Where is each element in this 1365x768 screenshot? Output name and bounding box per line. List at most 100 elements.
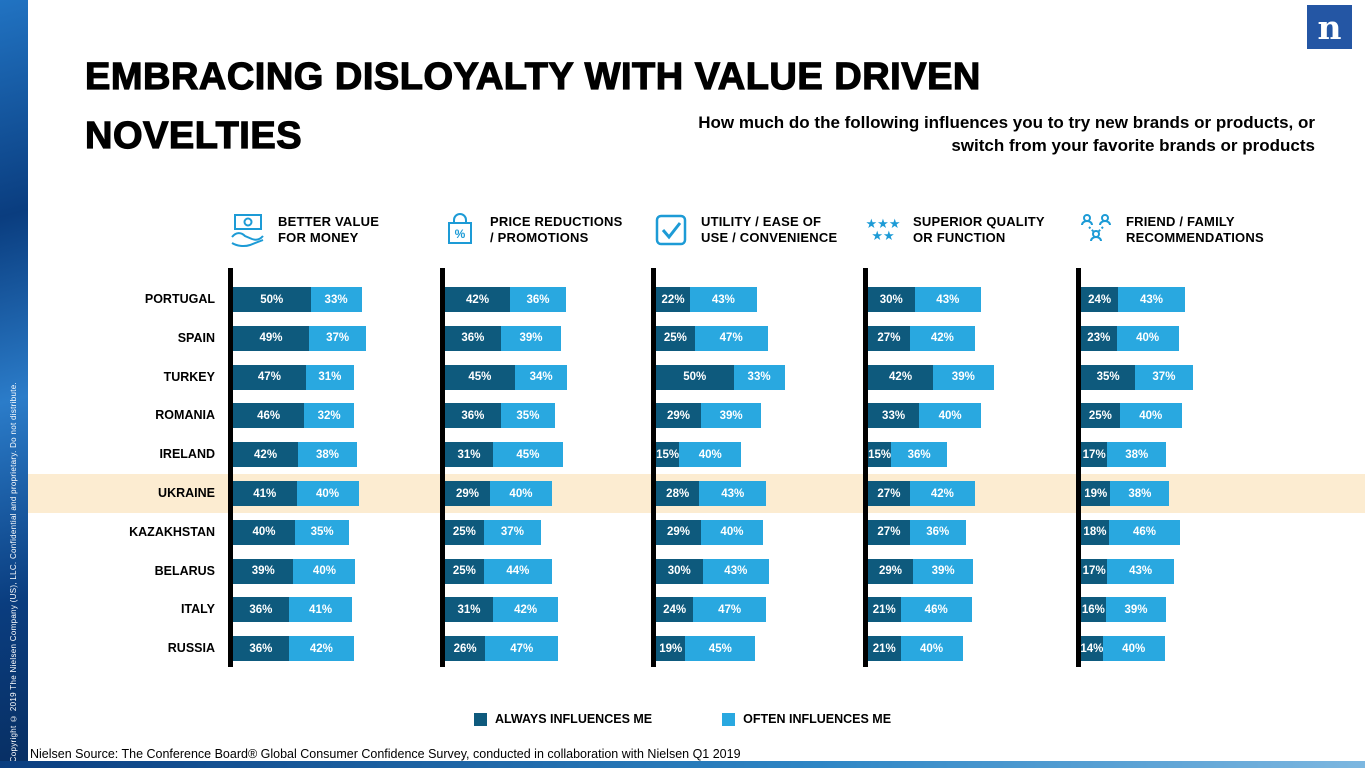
bar-segment-often: 42%	[493, 597, 559, 623]
bar-segment-often: 46%	[900, 597, 972, 623]
bar-segment-often: 43%	[699, 481, 767, 506]
bar-segment-often: 40%	[1116, 325, 1179, 351]
bar-segment-always: 31%	[445, 442, 494, 468]
bar-segment-always: 24%	[1081, 287, 1119, 312]
bar-segment-often: 37%	[308, 325, 367, 351]
bar-segment-always: 30%	[868, 287, 915, 312]
bar-row: 36% 42%	[233, 636, 354, 662]
bar-row: 35% 37%	[1081, 364, 1193, 390]
bar-row: 21% 46%	[868, 597, 972, 623]
bar-segment-always: 29%	[656, 519, 701, 545]
legend-label-always: ALWAYS INFLUENCES ME	[494, 712, 653, 726]
bar-segment-always: 35%	[1081, 364, 1136, 390]
bar-row: 42% 38%	[233, 442, 357, 468]
bar-row: 16% 39%	[1081, 597, 1167, 623]
bar-segment-always: 21%	[868, 597, 901, 623]
bar-segment-often: 45%	[493, 442, 563, 468]
bar-row: 15% 36%	[868, 442, 948, 468]
bar-row: 29% 39%	[868, 558, 974, 584]
bar-segment-often: 47%	[485, 636, 559, 662]
column-axis-line	[863, 268, 868, 667]
bar-segment-always: 50%	[233, 287, 311, 312]
bar-row: 19% 45%	[656, 636, 756, 662]
bar-row: 29% 40%	[445, 481, 552, 506]
column-header-label: PRICE REDUCTIONS / PROMOTIONS	[490, 213, 623, 245]
page-title: EMBRACING DISLOYALTY WITH VALUE DRIVEN N…	[84, 48, 981, 166]
bar-segment-always: 36%	[445, 325, 501, 351]
bar-segment-often: 36%	[510, 287, 566, 312]
bar-segment-often: 43%	[1107, 558, 1174, 584]
column-header-label: UTILITY / EASE OF USE / CONVENIENCE	[701, 213, 838, 245]
bar-segment-always: 18%	[1081, 519, 1109, 545]
bar-segment-often: 40%	[293, 558, 356, 584]
bar-segment-often: 43%	[690, 287, 757, 312]
bar-segment-often: 40%	[1102, 636, 1165, 662]
bar-row: 46% 32%	[233, 403, 354, 429]
legend: ALWAYS INFLUENCES ME OFTEN INFLUENCES ME	[0, 712, 1365, 726]
bar-segment-often: 35%	[500, 403, 556, 429]
legend-swatch-often	[722, 712, 736, 726]
bar-row: 24% 47%	[656, 597, 767, 623]
bar-segment-often: 43%	[702, 558, 770, 584]
column-header-label: BETTER VALUE FOR MONEY	[278, 213, 380, 245]
bar-row: 29% 40%	[656, 519, 763, 545]
bar-segment-often: 40%	[296, 481, 359, 506]
bar-segment-often: 43%	[914, 287, 982, 312]
bar-segment-always: 28%	[656, 481, 700, 506]
bar-segment-often: 40%	[1119, 403, 1182, 429]
bar-segment-often: 44%	[483, 558, 552, 584]
bar-segment-often: 33%	[733, 364, 785, 390]
bar-row: 42% 36%	[445, 287, 566, 312]
country-label: ROMANIA	[155, 408, 215, 423]
bar-segment-often: 31%	[305, 364, 354, 390]
bar-row: 40% 35%	[233, 519, 350, 545]
bar-segment-often: 36%	[909, 519, 966, 545]
bar-segment-often: 33%	[310, 287, 362, 312]
bar-segment-often: 39%	[700, 403, 762, 429]
bar-segment-always: 47%	[233, 364, 306, 390]
bar-row: 31% 42%	[445, 597, 559, 623]
bar-segment-always: 45%	[445, 364, 515, 390]
bar-segment-often: 39%	[933, 364, 994, 390]
bar-row: 31% 45%	[445, 442, 563, 468]
bar-segment-often: 40%	[679, 442, 742, 468]
legend-item-often: OFTEN INFLUENCES ME	[722, 712, 891, 726]
money-hand-icon	[228, 210, 268, 250]
bar-segment-often: 35%	[295, 519, 350, 545]
bar-segment-often: 37%	[483, 519, 542, 545]
country-label: KAZAKHSTAN	[129, 524, 215, 539]
bar-segment-always: 15%	[868, 442, 892, 468]
bar-segment-always: 23%	[1081, 325, 1117, 351]
column-axis-line	[440, 268, 445, 667]
country-label: TURKEY	[163, 369, 215, 384]
bar-segment-often: 45%	[685, 636, 756, 662]
stars-icon: ★★★ ★★	[865, 216, 901, 243]
column-axis-line	[228, 268, 233, 667]
bar-segment-often: 40%	[919, 403, 982, 429]
bar-row: 36% 35%	[445, 403, 556, 429]
country-label: BELARUS	[154, 563, 215, 578]
column-header: BETTER VALUE FOR MONEY	[228, 207, 379, 253]
bar-segment-always: 14%	[1081, 636, 1103, 662]
bar-segment-always: 29%	[868, 558, 913, 584]
bar-segment-often: 40%	[489, 481, 552, 506]
bar-segment-always: 19%	[656, 636, 686, 662]
bar-segment-always: 46%	[233, 403, 305, 429]
bar-segment-always: 29%	[445, 481, 490, 506]
bar-segment-always: 25%	[1081, 403, 1120, 429]
bar-segment-often: 41%	[288, 597, 353, 623]
bar-segment-always: 29%	[656, 403, 701, 429]
source-text: Nielsen Source: The Conference Board® Gl…	[30, 747, 741, 761]
column-header-label: SUPERIOR QUALITY OR FUNCTION	[913, 213, 1045, 245]
bar-segment-always: 25%	[656, 325, 695, 351]
bar-row: 24% 43%	[1081, 287, 1185, 312]
bar-row: 17% 43%	[1081, 558, 1174, 584]
bar-segment-always: 30%	[656, 558, 703, 584]
country-label: PORTUGAL	[144, 292, 215, 306]
column-header: UTILITY / EASE OF USE / CONVENIENCE	[651, 207, 837, 253]
bar-row: 22% 43%	[656, 287, 757, 312]
bar-row: 28% 43%	[656, 481, 767, 506]
bar-row: 26% 47%	[445, 636, 559, 662]
bar-segment-always: 41%	[233, 481, 297, 506]
